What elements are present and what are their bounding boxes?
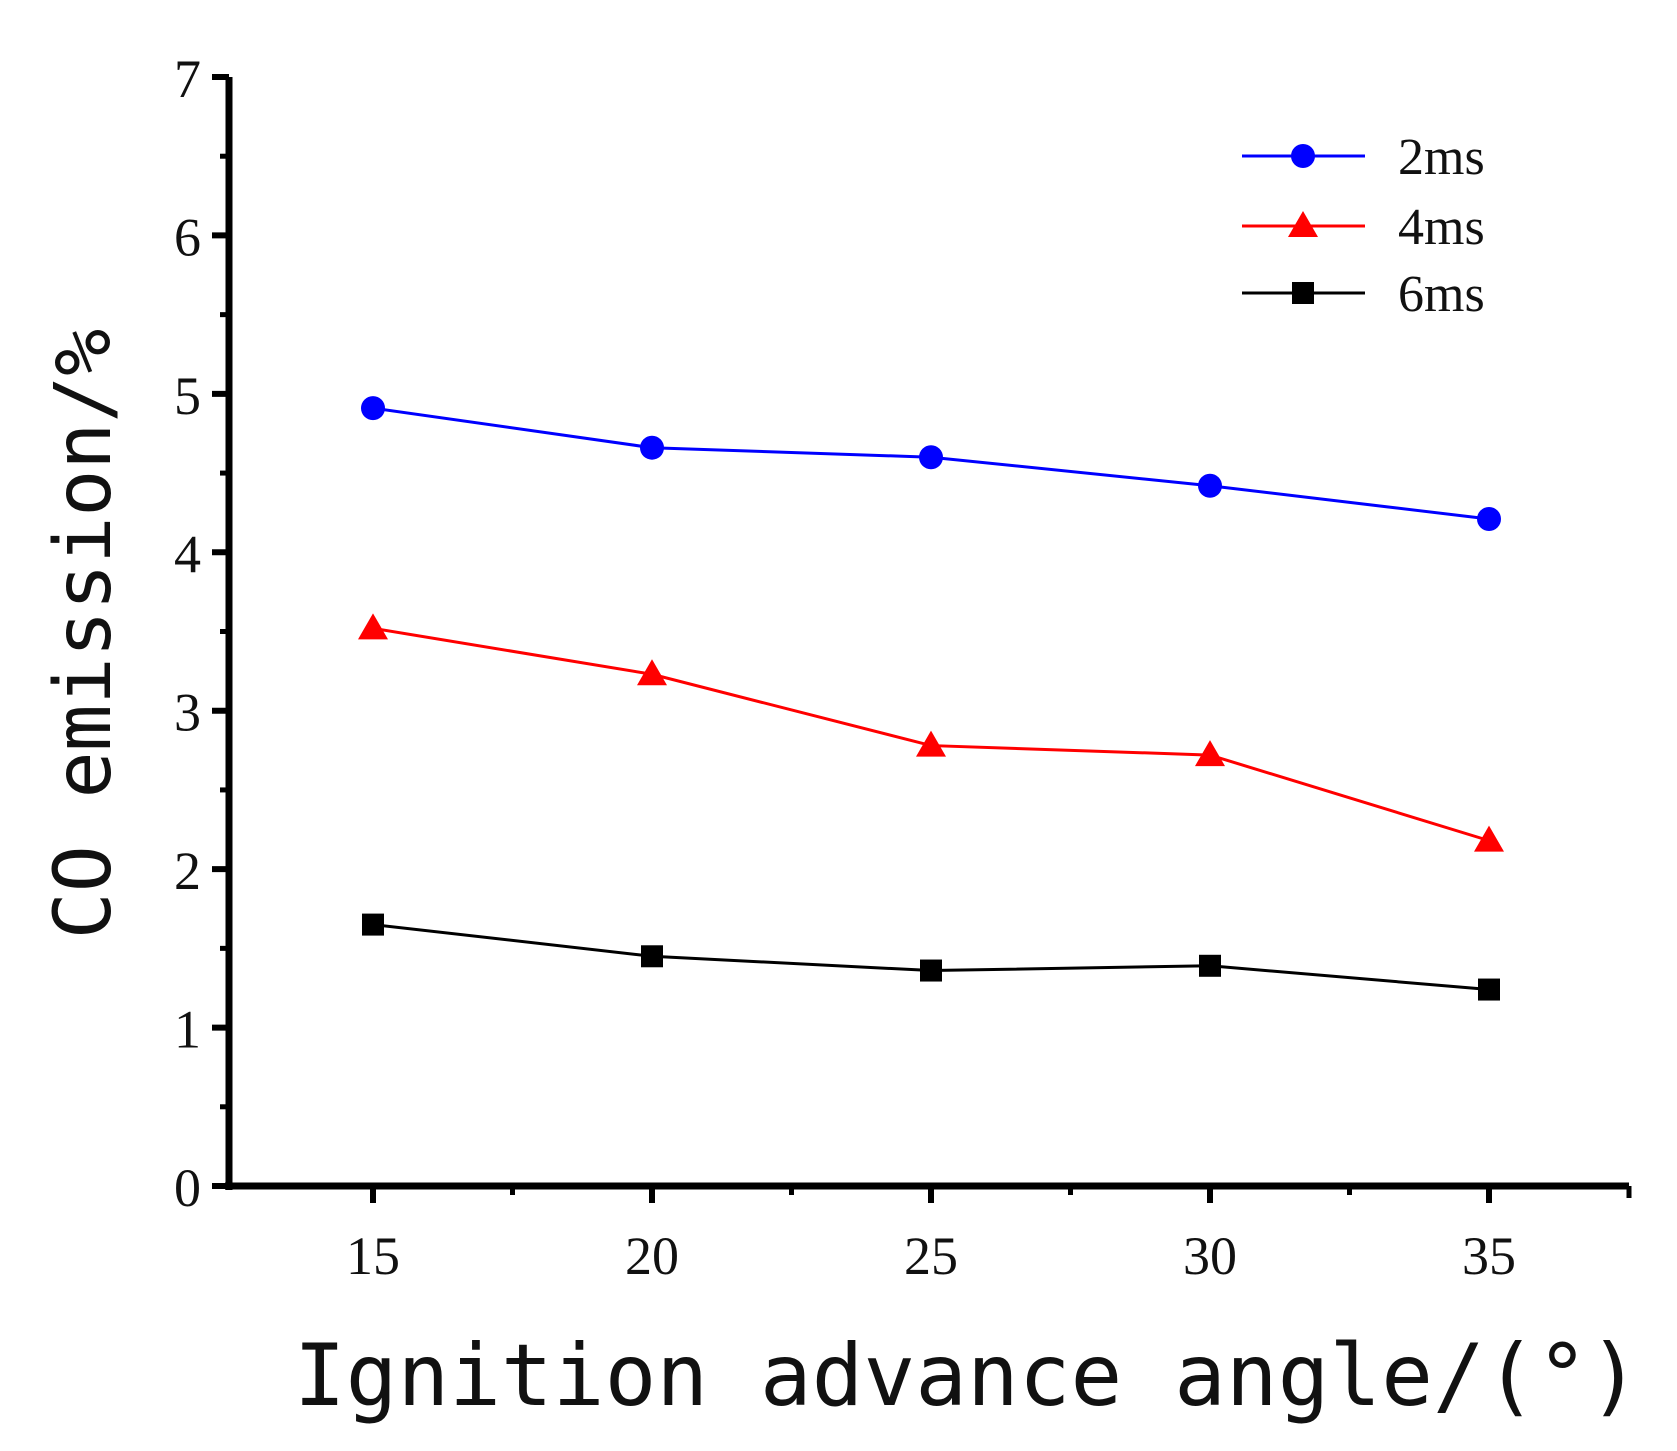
y-axis-label: CO emission/% xyxy=(39,329,129,939)
legend-label: 4ms xyxy=(1398,199,1485,256)
y-tick-label: 0 xyxy=(174,1158,201,1218)
y-tick-label: 5 xyxy=(174,366,201,426)
data-point-4ms xyxy=(358,613,388,640)
series-2ms xyxy=(361,396,1501,532)
data-point-6ms xyxy=(641,945,663,968)
y-tick-label: 1 xyxy=(174,1000,201,1060)
series-4ms xyxy=(358,613,1504,852)
data-point-2ms xyxy=(1477,507,1501,532)
data-point-2ms xyxy=(361,396,385,421)
data-point-4ms xyxy=(916,730,946,757)
legend-item-2ms: 2ms xyxy=(1242,129,1485,186)
legend-marker-triangle xyxy=(1288,211,1318,237)
x-tick-label: 35 xyxy=(1462,1226,1516,1286)
axes: 0 1 2 3 4 5 6 7 15 20 25 30 35 xyxy=(174,49,1632,1286)
y-tick-label: 2 xyxy=(174,841,201,901)
series-6ms xyxy=(362,913,1500,1001)
x-tick-label: 20 xyxy=(625,1226,679,1286)
data-point-2ms xyxy=(640,435,664,460)
legend-item-6ms: 6ms xyxy=(1242,266,1485,323)
legend: 2ms 4ms 6ms xyxy=(1242,129,1485,323)
legend-marker-square xyxy=(1292,282,1314,304)
data-point-6ms xyxy=(362,913,384,936)
x-tick-label: 15 xyxy=(346,1226,400,1286)
legend-label: 2ms xyxy=(1398,129,1485,186)
series-group xyxy=(358,396,1504,1001)
x-tick-label: 25 xyxy=(904,1226,958,1286)
data-point-2ms xyxy=(1198,473,1222,498)
y-tick-label: 4 xyxy=(174,524,201,584)
data-point-4ms xyxy=(1474,825,1504,852)
legend-label: 6ms xyxy=(1398,266,1485,323)
data-point-6ms xyxy=(1199,954,1221,977)
legend-item-4ms: 4ms xyxy=(1242,199,1485,256)
data-point-6ms xyxy=(1478,978,1500,1001)
y-tick-label: 7 xyxy=(174,49,201,109)
y-tick-label: 3 xyxy=(174,683,201,743)
legend-marker-circle xyxy=(1291,144,1315,168)
data-point-4ms xyxy=(1195,740,1225,767)
data-point-6ms xyxy=(920,959,942,982)
data-point-2ms xyxy=(919,445,943,470)
y-tick-label: 6 xyxy=(174,207,201,267)
x-axis-label: Ignition advance angle/(°) xyxy=(294,1326,1640,1426)
data-point-4ms xyxy=(637,659,667,686)
x-tick-label: 30 xyxy=(1183,1226,1237,1286)
